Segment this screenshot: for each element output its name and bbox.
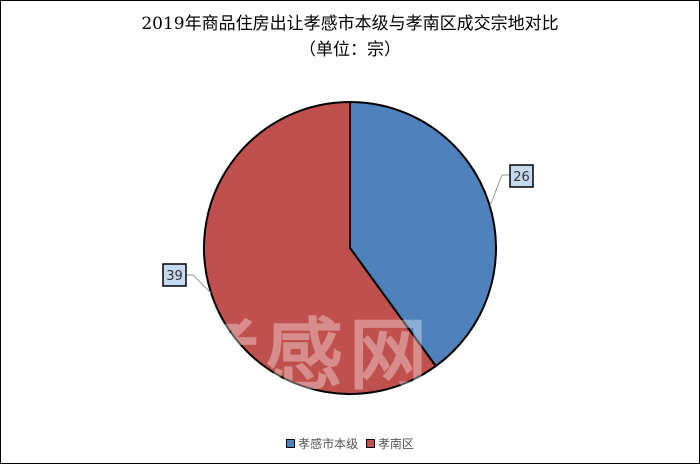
- legend-item-0: 孝感市本级: [286, 435, 358, 452]
- pie-slice-1: [203, 100, 438, 395]
- data-label: 26: [513, 170, 530, 185]
- chart-title: 2019年商品住房出让孝感市本级与孝南区成交宗地对比: [141, 14, 559, 34]
- chart-subtitle: （单位：宗）: [299, 40, 401, 60]
- data-label-box: [162, 263, 187, 287]
- legend-label: 孝南区: [377, 437, 414, 451]
- legend-label: 孝感市本级: [298, 437, 359, 451]
- data-label-box: [509, 164, 534, 188]
- legend: 孝感市本级 孝南区: [1, 435, 699, 452]
- legend-item-1: 孝南区: [365, 435, 414, 452]
- pie-slice-0: [349, 100, 497, 368]
- legend-swatch: [365, 439, 375, 448]
- watermark: 孝感网: [181, 311, 434, 401]
- legend-swatch: [286, 439, 296, 448]
- leader-line: [489, 174, 510, 207]
- leader-line: [186, 274, 212, 294]
- data-label: 39: [166, 269, 183, 284]
